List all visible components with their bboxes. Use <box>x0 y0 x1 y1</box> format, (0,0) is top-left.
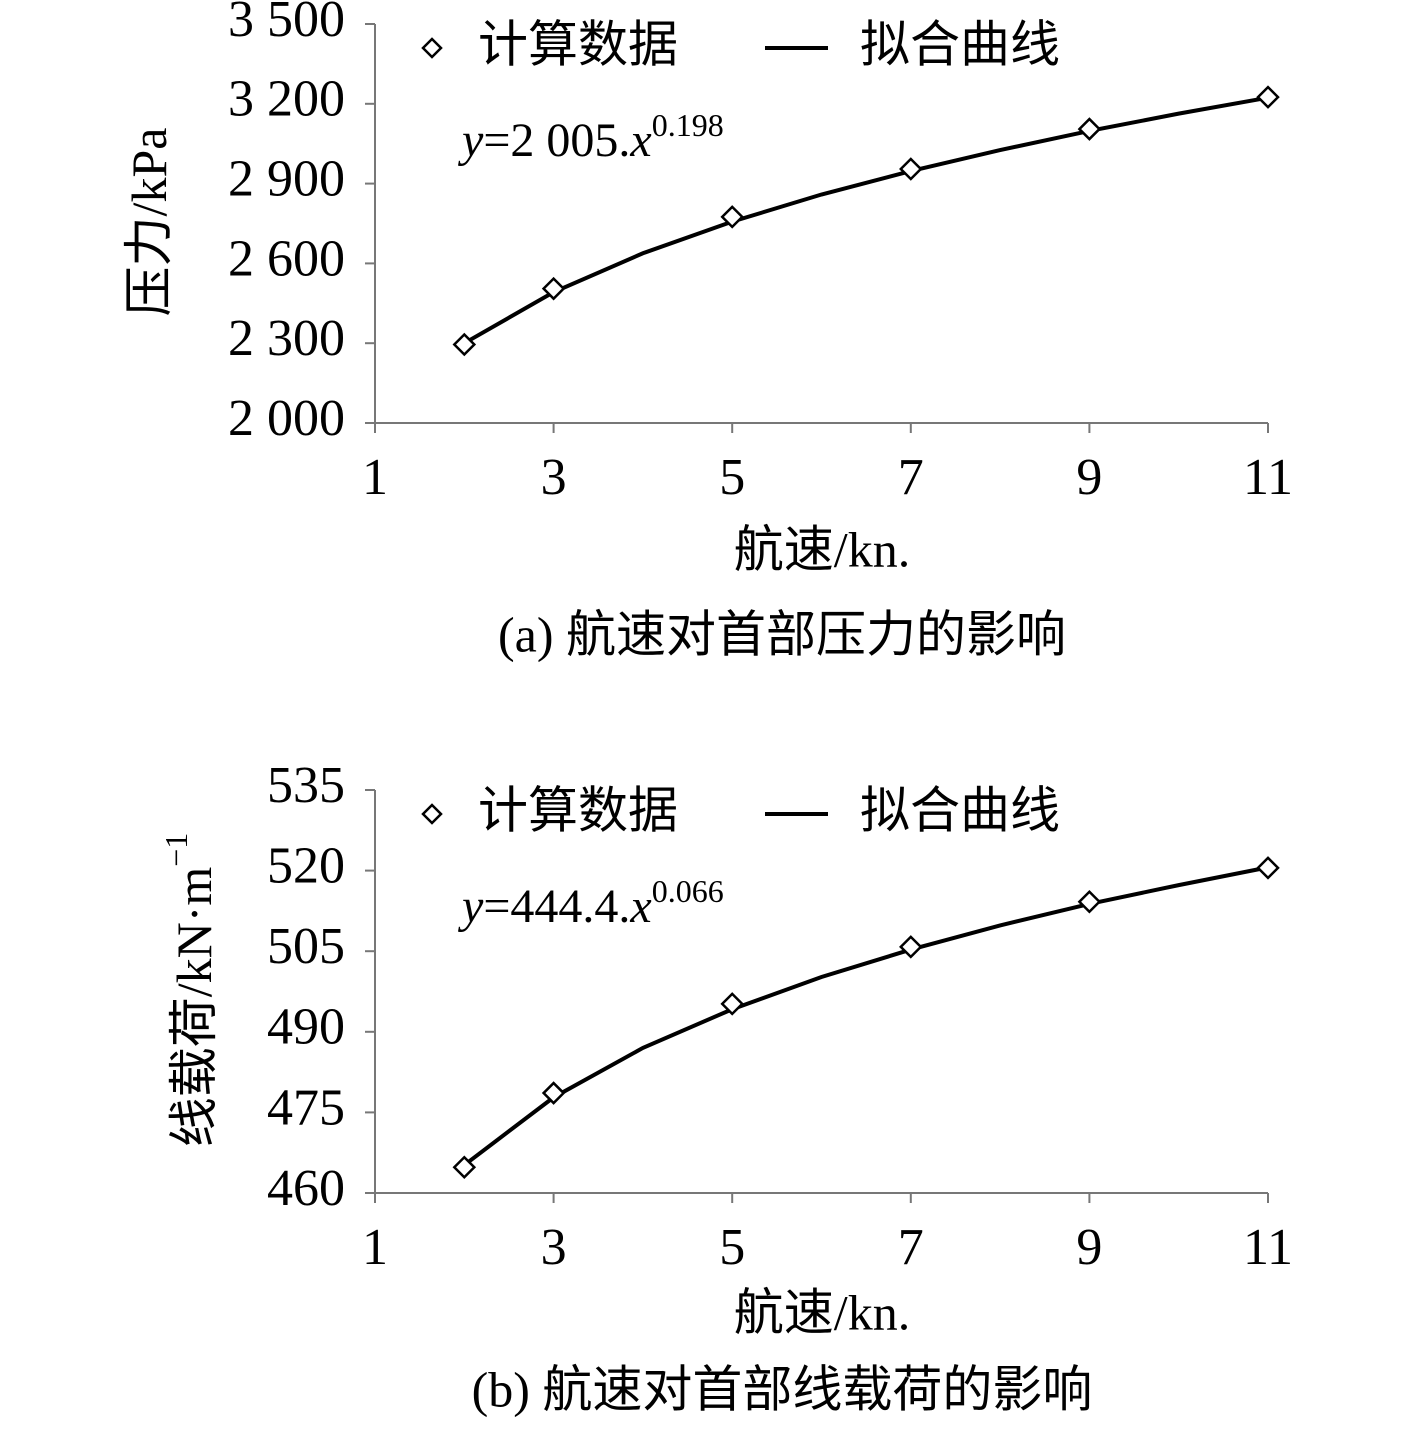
data-point <box>541 276 566 301</box>
data-point <box>452 332 477 357</box>
y-tick-label: 2 000 <box>228 390 345 447</box>
x-tick-label: 9 <box>1076 1219 1102 1276</box>
y-tick-label: 2 300 <box>228 310 345 367</box>
data-point <box>452 1155 477 1179</box>
x-tick-label: 11 <box>1243 449 1293 506</box>
data-point <box>899 935 923 959</box>
x-axis-label: 航速/kn. <box>734 1284 910 1340</box>
x-tick-label: 5 <box>719 1219 745 1276</box>
legend-label: 计算数据 <box>478 782 678 840</box>
y-tick-label: 2 600 <box>228 230 345 287</box>
data-point <box>541 1081 566 1105</box>
y-tick-label: 460 <box>267 1160 345 1217</box>
legend-label: 计算数据 <box>478 16 678 74</box>
legend-label: 拟合曲线 <box>860 782 1060 840</box>
x-tick-label: 1 <box>362 1219 388 1276</box>
y-tick-label: 535 <box>267 757 345 814</box>
equation: y=2 005.x0.198 <box>457 107 724 167</box>
eq-x: x <box>629 880 651 933</box>
caption: (a) 航速对首部压力的影响 <box>498 606 1066 662</box>
legend-marker <box>421 803 443 825</box>
data-point <box>1256 856 1280 880</box>
data-point <box>1256 85 1280 109</box>
y-tick-label: 505 <box>267 918 345 975</box>
x-axis-label: 航速/kn. <box>734 521 910 577</box>
y-tick-label: 3 500 <box>228 0 345 48</box>
y-axis-label-exponent: −1 <box>158 833 194 867</box>
x-tick-label: 5 <box>719 449 745 506</box>
y-tick-label: 2 900 <box>228 151 345 208</box>
eq-body: =2 005. <box>483 114 630 167</box>
y-axis-label-text: 线载荷/kN·m <box>166 867 222 1148</box>
x-tick-label: 7 <box>898 1219 924 1276</box>
eq-body: =444.4. <box>483 880 630 933</box>
x-tick-label: 1 <box>362 449 388 506</box>
x-tick-label: 11 <box>1243 1219 1293 1276</box>
y-tick-label: 3 200 <box>228 71 345 128</box>
equation: y=444.4.x0.066 <box>457 873 724 933</box>
caption: (b) 航速对首部线载荷的影响 <box>472 1361 1093 1417</box>
eq-exponent: 0.066 <box>652 873 724 909</box>
y-axis-label: 线载荷/kN·m−1 <box>158 833 222 1148</box>
data-point <box>720 205 744 229</box>
x-tick-label: 7 <box>898 449 924 506</box>
eq-exponent: 0.198 <box>652 107 724 143</box>
data-point <box>1077 117 1102 141</box>
y-tick-label: 490 <box>267 999 345 1056</box>
data-point <box>1077 889 1102 914</box>
eq-x: x <box>629 114 651 167</box>
y-axis-label: 压力/kPa <box>121 128 177 317</box>
data-point <box>899 157 923 181</box>
x-tick-label: 3 <box>541 449 567 506</box>
x-tick-label: 3 <box>541 1219 567 1276</box>
y-tick-label: 475 <box>267 1079 345 1136</box>
x-tick-label: 9 <box>1076 449 1102 506</box>
fit-curve <box>463 95 1269 345</box>
fit-curve <box>463 865 1269 1167</box>
eq-y: y <box>457 114 484 167</box>
legend-marker <box>421 37 443 59</box>
y-tick-label: 520 <box>267 838 345 895</box>
y-axis-label-text: 压力/kPa <box>121 128 177 317</box>
eq-y: y <box>457 880 484 933</box>
data-point <box>720 992 744 1016</box>
legend-label: 拟合曲线 <box>860 16 1060 74</box>
